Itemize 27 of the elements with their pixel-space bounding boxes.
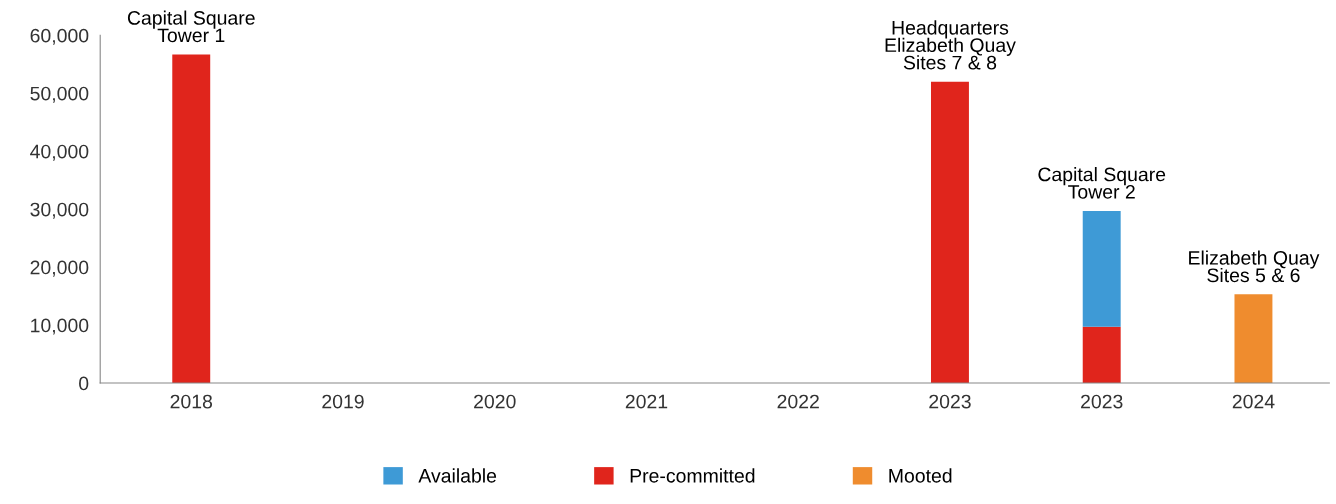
x-tick-label: 2021 [625, 394, 668, 409]
y-tick-label: 50,000 [30, 86, 89, 103]
annotation: Capital Square Tower 2 [1038, 167, 1166, 199]
y-tick-label: 10,000 [31, 318, 89, 335]
y-tick-label: 30,000 [30, 202, 89, 219]
x-tick-label: 2020 [474, 394, 516, 409]
y-tick-label: 40,000 [30, 144, 89, 161]
legend-label: Mooted [889, 468, 952, 483]
bar [1234, 294, 1273, 384]
y-tick-label: 60,000 [30, 28, 89, 45]
annotation: Headquarters Elizabeth Quay Sites 7 & 8 [885, 20, 1016, 70]
bar [1082, 210, 1121, 327]
bar [1082, 326, 1121, 384]
x-tick-label: 2023 [929, 394, 971, 409]
bar [930, 81, 969, 384]
legend-label: Available [418, 468, 497, 483]
x-tick-label: 2022 [777, 394, 819, 409]
legend-label: Pre-committed [630, 468, 755, 483]
x-tick-label: 2019 [322, 394, 364, 409]
annotation: Elizabeth Quay Sites 5 & 6 [1189, 250, 1320, 283]
annotation: Capital Square Tower 1 [127, 10, 255, 43]
bar [172, 54, 211, 384]
y-tick-label: 0 [79, 376, 89, 391]
x-tick-label: 2018 [170, 394, 213, 409]
x-tick-label: 2024 [1232, 394, 1275, 409]
y-tick-label: 20,000 [30, 260, 89, 277]
x-tick-label: 2023 [1081, 394, 1123, 409]
